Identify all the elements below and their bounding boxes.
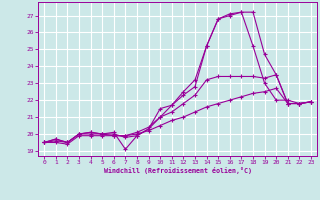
X-axis label: Windchill (Refroidissement éolien,°C): Windchill (Refroidissement éolien,°C) [104, 167, 252, 174]
